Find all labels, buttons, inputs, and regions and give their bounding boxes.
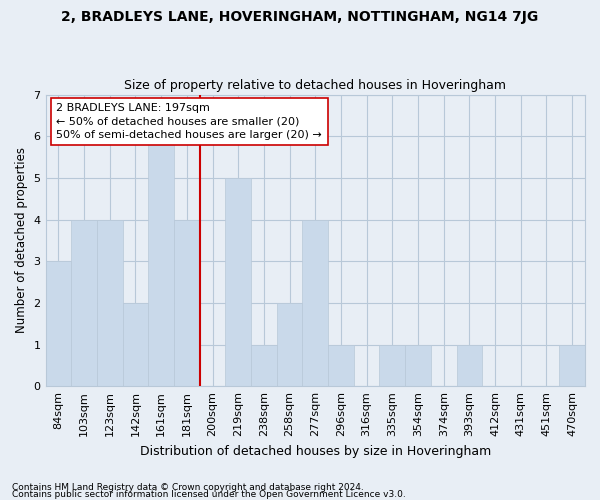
Bar [277,303,302,386]
Bar [302,220,328,386]
Bar [71,220,97,386]
Bar [405,344,431,386]
Y-axis label: Number of detached properties: Number of detached properties [15,148,28,334]
Bar [251,344,277,386]
Bar [174,220,200,386]
Bar [457,344,482,386]
Bar [226,178,251,386]
Bar [46,261,71,386]
Bar [148,136,174,386]
Bar [559,344,585,386]
Bar [328,344,354,386]
Text: 2, BRADLEYS LANE, HOVERINGHAM, NOTTINGHAM, NG14 7JG: 2, BRADLEYS LANE, HOVERINGHAM, NOTTINGHA… [61,10,539,24]
Text: 2 BRADLEYS LANE: 197sqm
← 50% of detached houses are smaller (20)
50% of semi-de: 2 BRADLEYS LANE: 197sqm ← 50% of detache… [56,104,322,140]
Bar [122,303,148,386]
Text: Contains HM Land Registry data © Crown copyright and database right 2024.: Contains HM Land Registry data © Crown c… [12,484,364,492]
X-axis label: Distribution of detached houses by size in Hoveringham: Distribution of detached houses by size … [140,444,491,458]
Bar [97,220,122,386]
Text: Contains public sector information licensed under the Open Government Licence v3: Contains public sector information licen… [12,490,406,499]
Bar [379,344,405,386]
Title: Size of property relative to detached houses in Hoveringham: Size of property relative to detached ho… [124,79,506,92]
